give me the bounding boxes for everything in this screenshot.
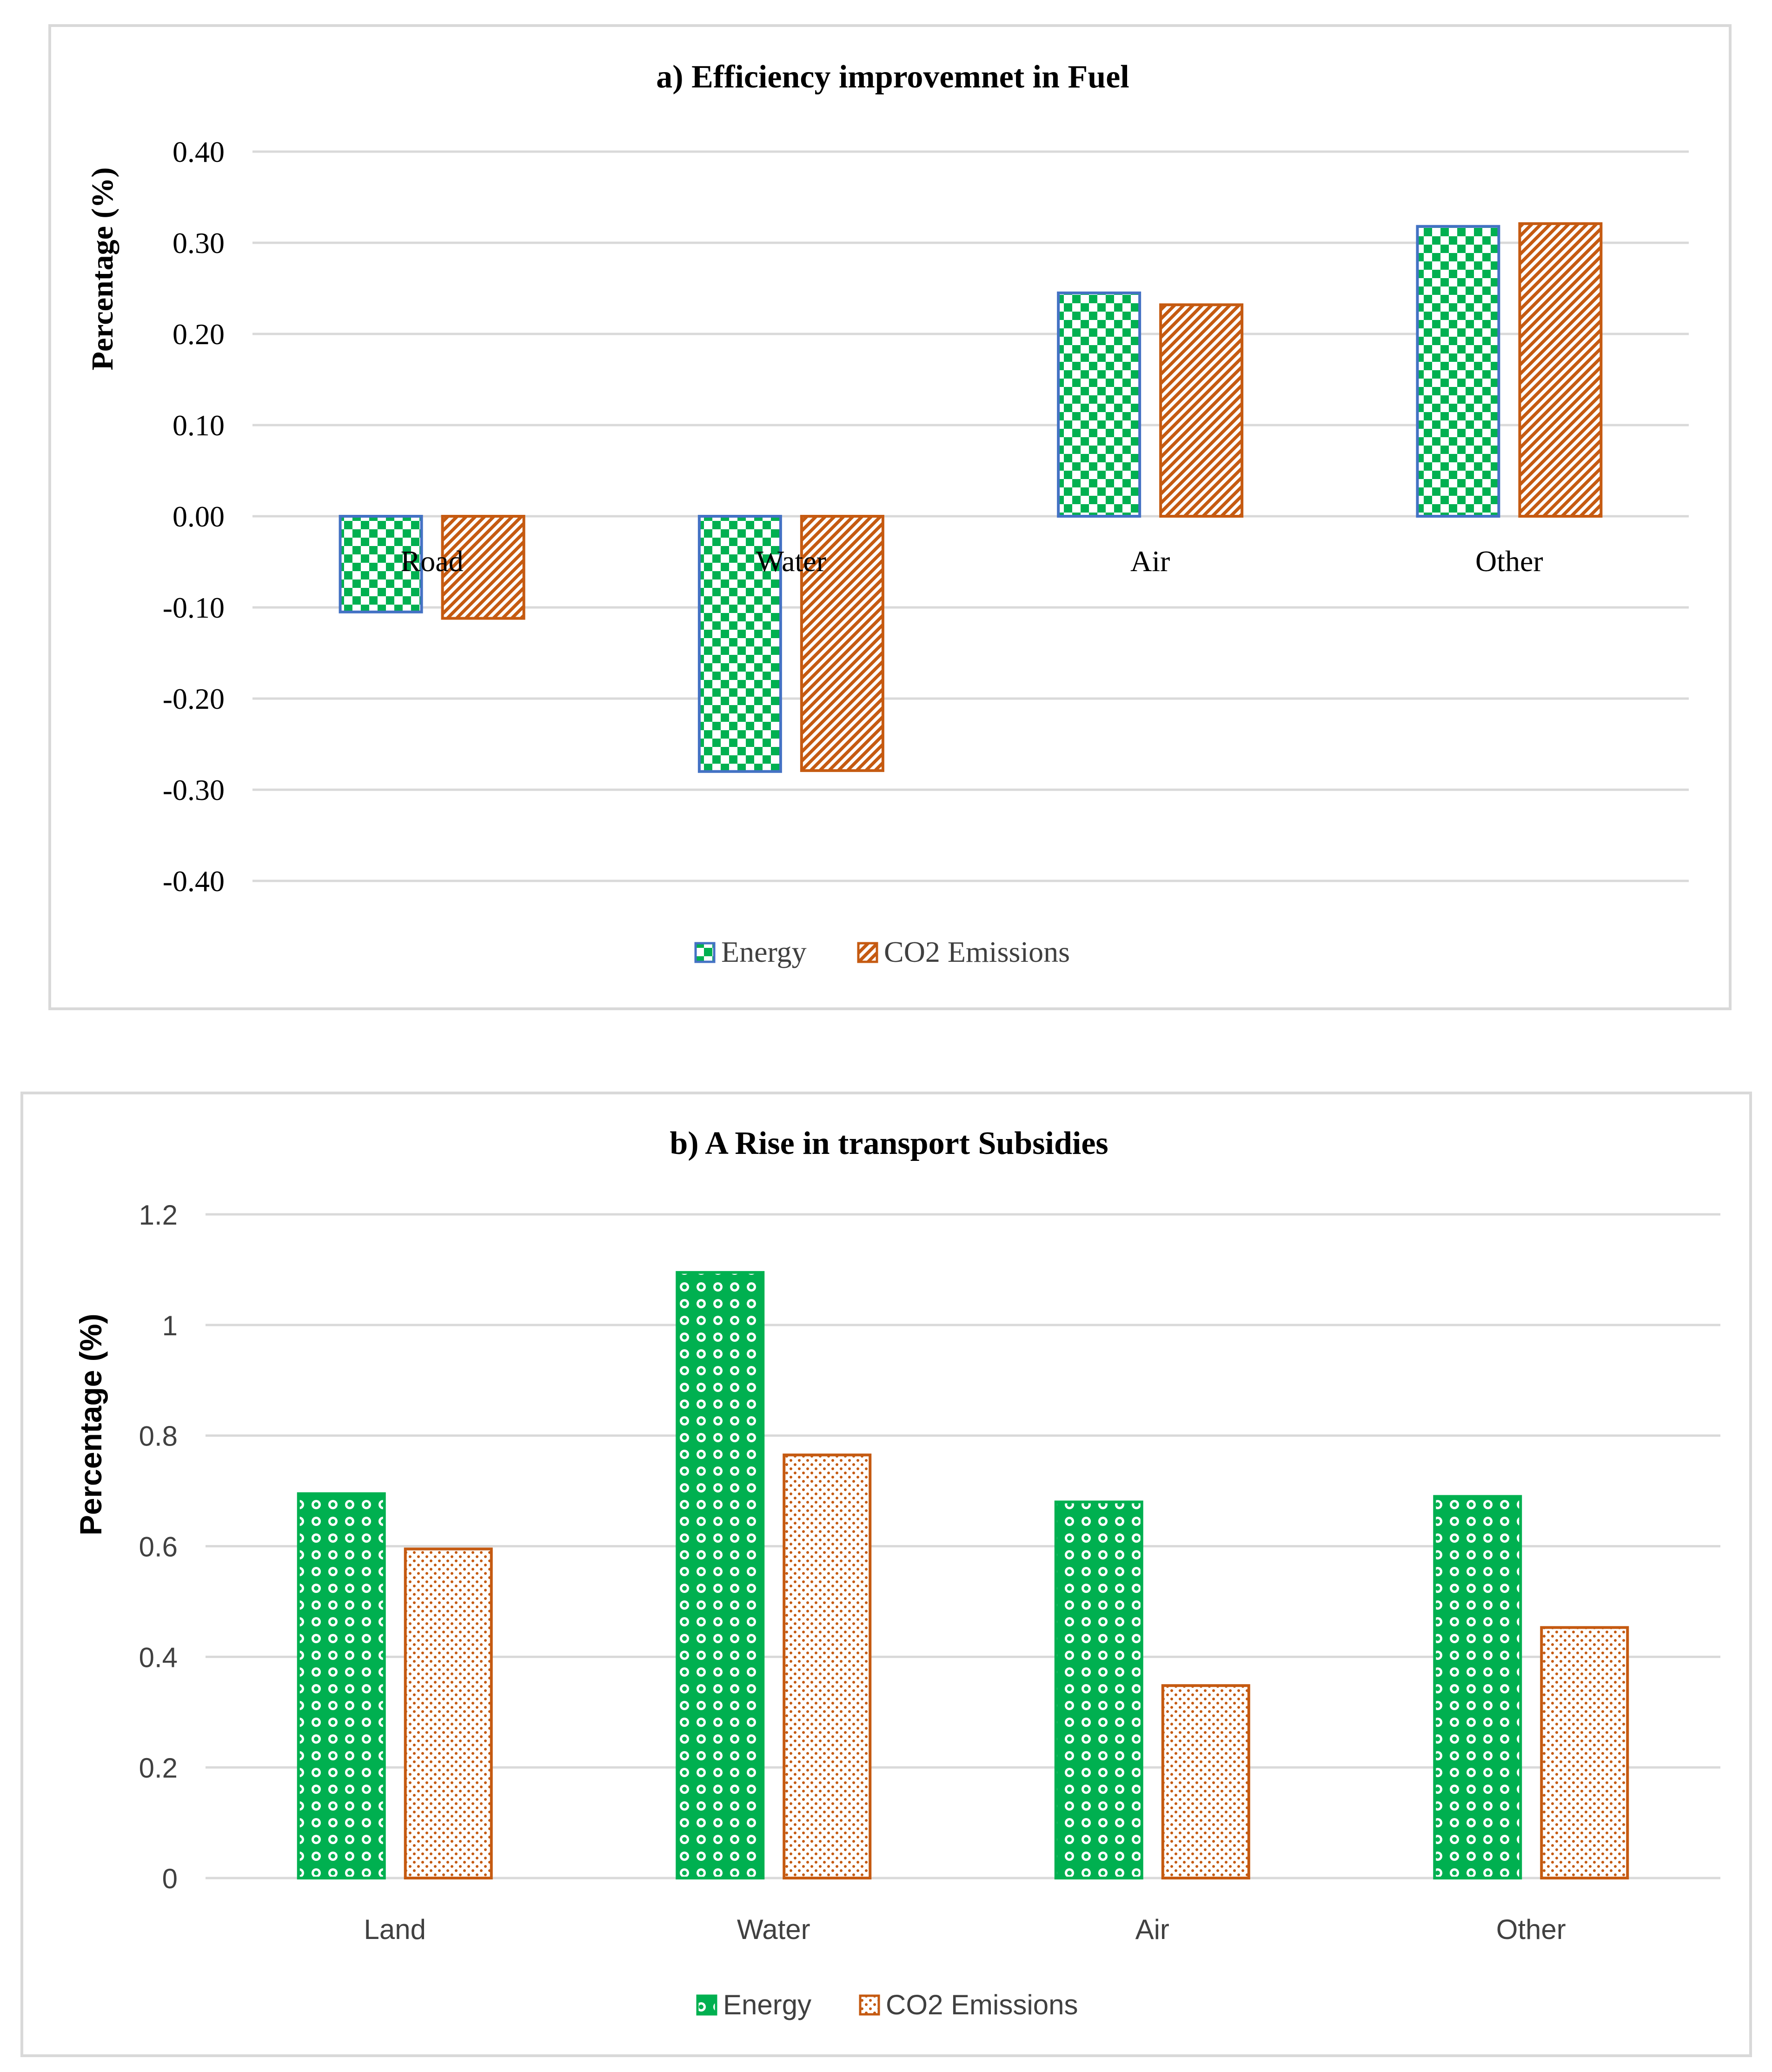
- x-category-label: Air: [1135, 1914, 1169, 1945]
- legend-label: CO2 Emissions: [884, 935, 1070, 968]
- chart-a-y-axis: 0.40 0.30 0.20 0.10 0.00 -0.10 -0.20 -0.30 -0.40: [163, 135, 225, 898]
- bar-energy-road: [338, 515, 423, 613]
- x-category-label: Other: [1475, 545, 1543, 578]
- bar-energy-other: [1416, 225, 1500, 518]
- y-tick-label: 0: [162, 1863, 178, 1894]
- x-category-label: Land: [364, 1914, 426, 1945]
- bar-co2-emissions-air: [1159, 303, 1244, 518]
- legend-label: Energy: [721, 935, 807, 968]
- bar-co2-emissions-land: [404, 1547, 493, 1879]
- y-tick-label: 0.40: [173, 135, 225, 168]
- chart-panel-b: b) A Rise in transport Subsidies Percent…: [20, 1092, 1752, 2057]
- bar-energy-water: [676, 1271, 765, 1879]
- y-tick-label: 0.30: [173, 227, 225, 260]
- chart-b-canvas: b) A Rise in transport Subsidies Percent…: [73, 1126, 1720, 2020]
- y-tick-label: 1: [162, 1310, 178, 1341]
- y-tick-label: 0.4: [139, 1642, 178, 1673]
- bar-co2-emissions-water: [783, 1453, 872, 1879]
- y-tick-label: -0.40: [163, 865, 225, 898]
- chart-b-legend: Energy CO2 Emissions: [696, 1989, 1078, 2020]
- chart-panel-a: a) Efficiency improvemnet in Fuel Percen…: [48, 24, 1732, 1010]
- legend-swatch-energy: [696, 1994, 717, 2016]
- bar-co2-emissions-road: [441, 515, 525, 620]
- bar-energy-air: [1054, 1500, 1143, 1879]
- y-tick-label: 0.2: [139, 1752, 178, 1784]
- chart-a-canvas: a) Efficiency improvemnet in Fuel Percen…: [86, 59, 1689, 968]
- bar-co2-emissions-other: [1518, 222, 1603, 518]
- y-tick-label: 0.8: [139, 1421, 178, 1452]
- chart-b-title: b) A Rise in transport Subsidies: [670, 1126, 1108, 1161]
- legend-label: Energy: [723, 1989, 811, 2020]
- legend-label: CO2 Emissions: [886, 1989, 1078, 2020]
- x-category-label: Other: [1496, 1914, 1566, 1945]
- x-category-label: Water: [737, 1914, 810, 1945]
- legend-swatch-co2-emissions: [857, 942, 878, 963]
- chart-a-legend: Energy CO2 Emissions: [694, 935, 1070, 968]
- x-category-label: Air: [1130, 545, 1170, 578]
- chart-b-x-axis: Land Water Air Other: [364, 1914, 1566, 1945]
- x-category-label: Road: [401, 545, 464, 578]
- legend-swatch-energy: [694, 942, 716, 963]
- bar-energy-water: [697, 515, 782, 773]
- y-tick-label: 1.2: [139, 1199, 178, 1231]
- chart-a-ylabel: Percentage (%): [86, 167, 119, 371]
- x-category-label: Water: [756, 545, 826, 578]
- bar-co2-emissions-air: [1161, 1684, 1250, 1880]
- chart-b-y-axis: 1.2 1 0.8 0.6 0.4 0.2 0: [139, 1199, 178, 1894]
- y-tick-label: 0.10: [173, 409, 225, 442]
- y-tick-label: -0.20: [163, 682, 225, 715]
- y-tick-label: -0.30: [163, 773, 225, 806]
- bar-co2-emissions-water: [800, 515, 884, 772]
- y-tick-label: 0.6: [139, 1532, 178, 1563]
- chart-a-bars: [338, 222, 1603, 773]
- bar-energy-land: [297, 1492, 386, 1879]
- chart-b-ylabel: Percentage (%): [73, 1314, 108, 1536]
- y-tick-label: -0.10: [163, 591, 225, 624]
- chart-a-x-axis: Road Water Air Other: [401, 545, 1543, 578]
- legend-swatch-co2-emissions: [859, 1994, 880, 2016]
- y-tick-label: 0.00: [173, 500, 225, 533]
- bar-co2-emissions-other: [1540, 1626, 1629, 1879]
- y-tick-label: 0.20: [173, 318, 225, 351]
- chart-a-title: a) Efficiency improvemnet in Fuel: [656, 59, 1129, 95]
- chart-b-bars: [297, 1271, 1629, 1880]
- bar-energy-other: [1433, 1495, 1522, 1879]
- bar-energy-air: [1057, 291, 1142, 518]
